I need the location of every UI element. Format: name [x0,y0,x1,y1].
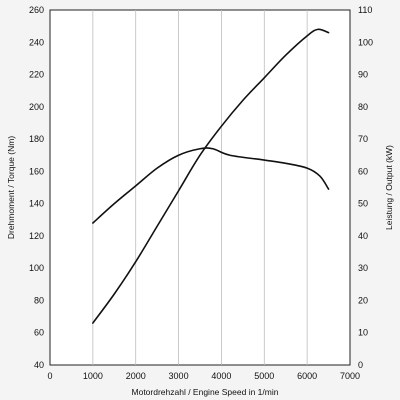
y-right-axis-title: Leistung / Output (kW) [384,145,394,230]
y-right-tick-label: 40 [358,231,368,241]
y-left-tick-label: 260 [29,5,44,15]
plot-area [49,9,351,366]
x-tick-label: 2000 [126,371,146,381]
x-tick-label: 5000 [254,371,274,381]
x-axis-title: Motordrehzahl / Engine Speed in 1/min [132,387,279,397]
y-right-tick-label: 0 [358,360,363,370]
y-right-tick-label: 80 [358,102,368,112]
x-tick-label: 1000 [83,371,103,381]
y-left-tick-label: 60 [34,328,44,338]
y-left-tick-label: 220 [29,70,44,80]
y-left-tick-label: 100 [29,263,44,273]
y-right-tick-label: 10 [358,328,368,338]
y-right-tick-label: 100 [358,37,373,47]
x-tick-label: 7000 [340,371,360,381]
y-left-tick-label: 180 [29,134,44,144]
x-tick-label: 0 [47,371,52,381]
x-tick-label: 6000 [297,371,317,381]
y-left-axis-title: Drehmoment / Torque (Nm) [6,136,16,239]
y-left-tick-label: 200 [29,102,44,112]
y-left-tick-label: 240 [29,37,44,47]
x-tick-label: 4000 [211,371,231,381]
output-curve [92,28,330,324]
y-left-tick-label: 40 [34,360,44,370]
y-left-tick-label: 80 [34,295,44,305]
y-right-tick-label: 110 [358,5,372,15]
y-right-tick-label: 50 [358,199,368,209]
y-right-tick-label: 70 [358,134,368,144]
x-tick-label: 3000 [169,371,189,381]
y-right-tick-label: 20 [358,295,368,305]
y-left-tick-label: 120 [29,231,44,241]
torque-curve [92,147,330,224]
y-left-tick-label: 160 [29,166,44,176]
y-right-tick-label: 60 [358,166,368,176]
y-right-tick-label: 90 [358,70,368,80]
y-left-tick-label: 140 [29,199,44,209]
y-right-tick-label: 30 [358,263,368,273]
